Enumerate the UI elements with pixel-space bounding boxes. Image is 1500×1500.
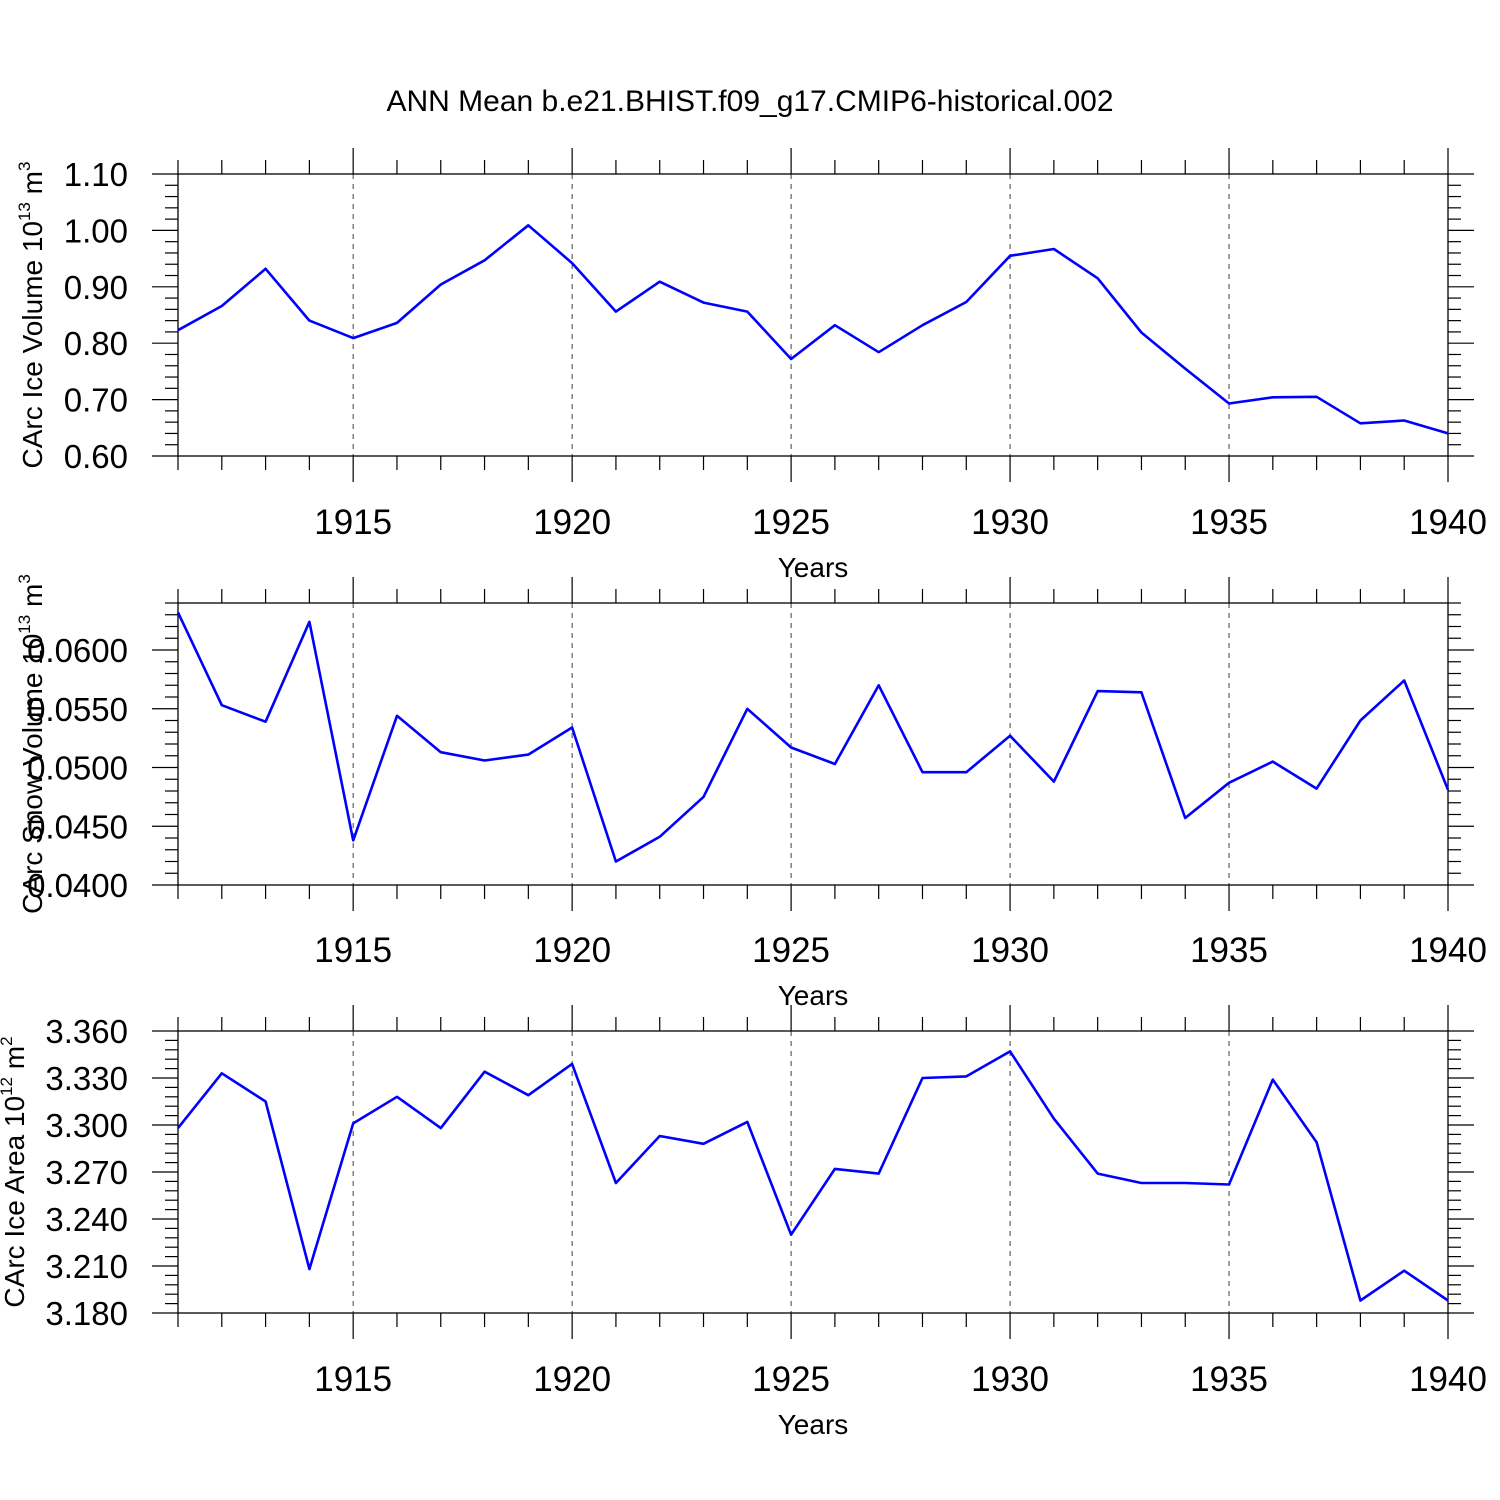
series-line xyxy=(177,224,1449,435)
chart-title: ANN Mean b.e21.BHIST.f09_g17.CMIP6-histo… xyxy=(386,85,1113,118)
x-tick-label: 1920 xyxy=(533,503,611,542)
x-tick-label: 1930 xyxy=(971,931,1049,970)
y-tick-label: 0.0450 xyxy=(27,808,128,845)
panel-ice-volume: 1915 1920 1925 1930 1935 1940 Years 0.60 0.70 0.8… xyxy=(15,148,1487,583)
y-axis-label: CArc Ice Area 1012 m2 xyxy=(0,1036,30,1307)
x-axis-label: Years xyxy=(778,1409,849,1440)
y-axis-label: CArc Ice Volume 1013 m3 xyxy=(15,162,48,469)
y-tick-label: 3.330 xyxy=(45,1060,128,1097)
x-axis-label: Years xyxy=(778,980,849,1011)
x-tick-label: 1925 xyxy=(752,503,830,542)
x-tick-label: 1940 xyxy=(1409,931,1487,970)
x-axis-label: Years xyxy=(778,552,849,583)
x-tick-label: 1915 xyxy=(314,931,392,970)
x-tick-label: 1920 xyxy=(533,931,611,970)
x-tick-label: 1915 xyxy=(314,503,392,542)
y-tick-label: 0.0550 xyxy=(27,691,128,728)
x-tick-label: 1925 xyxy=(752,1360,830,1399)
y-tick-label: 1.00 xyxy=(64,212,128,249)
series-line xyxy=(176,1050,1449,1302)
x-tick-label: 1925 xyxy=(752,931,830,970)
x-tick-label: 1930 xyxy=(971,1360,1049,1399)
y-tick-label: 3.360 xyxy=(45,1013,128,1050)
y-tick-label: 0.60 xyxy=(64,438,128,475)
y-tick-label: 3.300 xyxy=(45,1107,128,1144)
x-tick-label: 1940 xyxy=(1409,1360,1487,1399)
y-tick-label: 3.270 xyxy=(45,1154,128,1191)
y-tick-label: 0.0400 xyxy=(27,867,128,904)
y-tick-label: 3.180 xyxy=(45,1295,128,1332)
y-tick-label: 3.210 xyxy=(45,1248,128,1285)
y-tick-label: 0.70 xyxy=(64,382,128,419)
y-tick-label: 3.240 xyxy=(45,1201,128,1238)
y-tick-label: 0.80 xyxy=(64,325,128,362)
x-tick-label: 1935 xyxy=(1190,931,1268,970)
panel-ice-area: 1915 1920 1925 1930 1935 1940 Years 3.180 3.210 3… xyxy=(0,1005,1487,1440)
x-tick-label: 1920 xyxy=(533,1360,611,1399)
plot-frame xyxy=(177,173,1449,457)
x-tick-label: 1930 xyxy=(971,503,1049,542)
y-tick-label: 0.0500 xyxy=(27,750,128,787)
x-tick-label: 1935 xyxy=(1190,1360,1268,1399)
plot-frame xyxy=(177,602,1449,886)
y-tick-label: 0.90 xyxy=(64,269,128,306)
y-tick-label: 1.10 xyxy=(64,156,128,193)
x-tick-label: 1915 xyxy=(314,1360,392,1399)
series-line xyxy=(176,611,1450,863)
y-tick-label: 0.0600 xyxy=(27,632,128,669)
x-tick-label: 1935 xyxy=(1190,503,1268,542)
y-axis-label: CArc Snow Volume 1013 m3 xyxy=(15,574,48,914)
panel-snow-volume: 1915 1920 1925 1930 1935 1940 Years 0.0400 0.045… xyxy=(15,574,1487,1011)
x-tick-label: 1940 xyxy=(1409,503,1487,542)
plot-frame xyxy=(177,1030,1449,1314)
